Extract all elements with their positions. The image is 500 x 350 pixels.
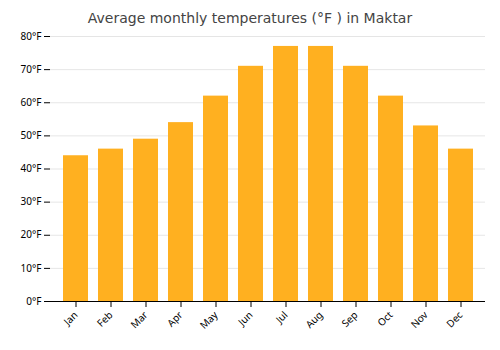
html-text:Average monthly temperatures (: Average monthly temperatures (°F ) in Ma… <box>87 10 413 26</box>
svg-text:Jan: Jan <box>60 308 81 329</box>
svg-text:Jun: Jun <box>234 308 255 329</box>
svg-text:80°F: 80°F <box>21 29 42 43</box>
svg-text:70°F: 70°F <box>21 62 42 76</box>
svg-text:30°F: 30°F <box>21 194 42 208</box>
svg-text:Aug: Aug <box>302 308 325 331</box>
svg-text:0°F: 0°F <box>26 294 41 308</box>
svg-text:40°F: 40°F <box>21 161 42 175</box>
svg-text:Oct: Oct <box>374 308 396 330</box>
svg-text:Apr: Apr <box>164 308 186 330</box>
svg-text:May: May <box>196 307 221 332</box>
svg-text:50°F: 50°F <box>21 128 42 142</box>
svg-text:Dec: Dec <box>443 308 466 331</box>
svg-text:Jul: Jul <box>272 308 291 327</box>
svg-text:20°F: 20°F <box>21 227 42 241</box>
svg-text:Mar: Mar <box>127 308 150 331</box>
svg-text:10°F: 10°F <box>21 261 42 275</box>
svg-text:Nov: Nov <box>407 307 431 331</box>
svg-text:Feb: Feb <box>93 308 115 330</box>
svg-text:60°F: 60°F <box>21 95 42 109</box>
svg-text:Sep: Sep <box>338 308 360 330</box>
